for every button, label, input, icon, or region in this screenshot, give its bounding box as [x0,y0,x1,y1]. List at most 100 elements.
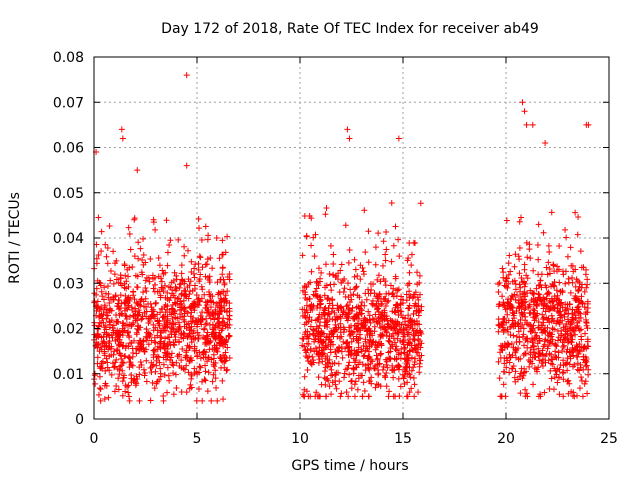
data-point [561,333,568,340]
data-point [411,332,418,339]
data-point [542,139,549,146]
data-point [143,288,150,295]
data-point [404,351,411,358]
data-point [189,318,196,325]
data-point [304,296,311,303]
data-point [386,338,393,345]
data-point [154,311,161,318]
data-point [508,365,515,372]
data-point [158,284,165,291]
data-point [306,331,313,338]
data-point [578,293,585,300]
data-point [355,315,362,322]
data-point [396,393,403,400]
data-point [195,302,202,309]
data-point [215,289,222,296]
data-point [414,281,421,288]
data-point [147,331,154,338]
data-point [199,309,206,316]
data-point [185,369,192,376]
data-point [224,324,231,331]
data-point [413,302,420,309]
data-point [324,324,331,331]
y-tick-label: 0.04 [53,231,84,247]
data-point [335,270,342,277]
data-point [560,362,567,369]
data-point [131,376,138,383]
data-point [524,344,531,351]
data-point [514,292,521,299]
data-point [504,275,511,282]
data-point [162,294,169,301]
data-point [417,291,424,298]
data-point [545,315,552,322]
data-point [565,318,572,325]
data-point [329,271,336,278]
data-point [404,379,411,386]
data-point [540,327,547,334]
data-point [545,357,552,364]
data-point [212,329,219,336]
data-point [310,234,317,241]
data-point [521,369,528,376]
data-point [196,225,203,232]
data-point [107,321,114,328]
data-point [301,373,308,380]
data-point [351,381,358,388]
data-point [576,385,583,392]
data-point [135,327,142,334]
data-point [395,135,402,142]
data-point [565,338,572,345]
data-point [565,279,572,286]
data-point [221,280,228,287]
data-point [169,321,176,328]
data-point [309,353,316,360]
data-point [384,298,391,305]
data-point [525,357,532,364]
data-point [546,339,553,346]
data-point [112,330,119,337]
data-point [360,268,367,275]
data-point [106,367,113,374]
data-point [522,304,529,311]
data-point [400,333,407,340]
data-point [393,343,400,350]
data-point [328,391,335,398]
data-point [299,252,306,259]
data-point [538,360,545,367]
data-point [113,356,120,363]
data-point [584,336,591,343]
data-point [303,388,310,395]
data-point [151,385,158,392]
data-point [223,354,230,361]
data-point [535,324,542,331]
data-point [359,324,366,331]
data-point [535,319,542,326]
data-point [401,356,408,363]
data-point [132,317,139,324]
data-point [156,322,163,329]
data-point [173,359,180,366]
data-point [183,352,190,359]
data-point [204,306,211,313]
data-point [216,255,223,262]
data-point [168,324,175,331]
data-point [188,372,195,379]
data-point [128,304,135,311]
data-point [178,262,185,269]
data-point [372,244,379,251]
data-point [222,249,229,256]
data-point [505,302,512,309]
data-point [313,389,320,396]
data-point [196,363,203,370]
data-point [306,353,313,360]
data-point [125,273,132,280]
data-point [404,282,411,289]
data-point [124,329,131,336]
data-point [344,313,351,320]
data-point [198,283,205,290]
data-point [584,281,591,288]
data-point [204,358,211,365]
data-point [506,369,513,376]
data-point [401,349,408,356]
